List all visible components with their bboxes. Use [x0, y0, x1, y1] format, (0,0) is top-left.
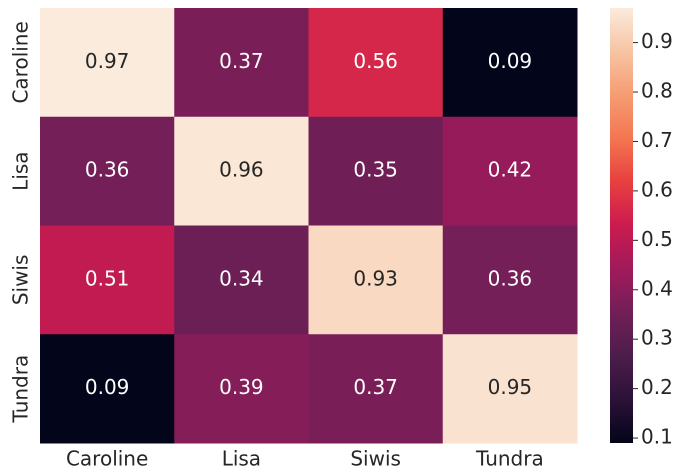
heatmap-cell	[40, 225, 175, 335]
heatmap-cell	[40, 334, 175, 444]
colorbar-tick-label: 0.2	[641, 375, 673, 399]
colorbar	[610, 8, 633, 443]
cell-label: 0.42	[488, 158, 533, 182]
heatmap-cell	[308, 334, 444, 444]
cell-label: 0.56	[353, 49, 398, 73]
heatmap-cell	[308, 8, 444, 118]
heatmap-cell	[442, 334, 578, 444]
heatmap-cell	[174, 334, 309, 444]
colorbar-tick-label: 0.3	[641, 326, 673, 350]
colorbar-tick-label: 0.7	[641, 128, 673, 152]
colorbar-tick-label: 0.4	[641, 276, 673, 300]
cell-label: 0.09	[85, 375, 130, 399]
heatmap-cell	[40, 116, 175, 226]
y-tick-label: Caroline	[9, 21, 33, 103]
y-tick-label: Tundra	[9, 355, 33, 424]
heatmap-cell	[174, 116, 309, 226]
cell-label: 0.96	[219, 158, 264, 182]
heatmap-cell	[308, 116, 444, 226]
cell-label: 0.36	[488, 266, 533, 290]
x-tick-label: Siwis	[350, 447, 401, 471]
x-tick-label: Tundra	[475, 447, 544, 471]
colorbar-tick-label: 0.5	[641, 227, 673, 251]
cell-label: 0.36	[85, 158, 130, 182]
heatmap-cell	[442, 225, 578, 335]
heatmap-cell	[442, 116, 578, 226]
cell-label: 0.95	[488, 375, 533, 399]
heatmap-cell	[40, 8, 175, 118]
cell-label: 0.97	[85, 49, 130, 73]
colorbar-tick-label: 0.1	[641, 425, 673, 449]
colorbar-tick-label: 0.6	[641, 177, 673, 201]
heatmap-cell	[174, 225, 309, 335]
x-tick-label: Lisa	[222, 447, 261, 471]
y-tick-label: Lisa	[9, 151, 33, 190]
y-tick-label: Siwis	[9, 255, 33, 306]
cell-label: 0.37	[219, 49, 264, 73]
heatmap-cell	[174, 8, 309, 118]
heatmap-cell	[308, 225, 444, 335]
cell-label: 0.51	[85, 266, 130, 290]
colorbar-tick-label: 0.8	[641, 79, 673, 103]
colorbar-tick-label: 0.9	[641, 29, 673, 53]
cell-label: 0.34	[219, 266, 264, 290]
cell-label: 0.37	[353, 375, 398, 399]
heatmap-cell	[442, 8, 578, 118]
cell-label: 0.93	[353, 266, 398, 290]
cell-label: 0.35	[353, 158, 398, 182]
cell-label: 0.09	[488, 49, 533, 73]
cell-label: 0.39	[219, 375, 264, 399]
x-tick-label: Caroline	[66, 447, 148, 471]
